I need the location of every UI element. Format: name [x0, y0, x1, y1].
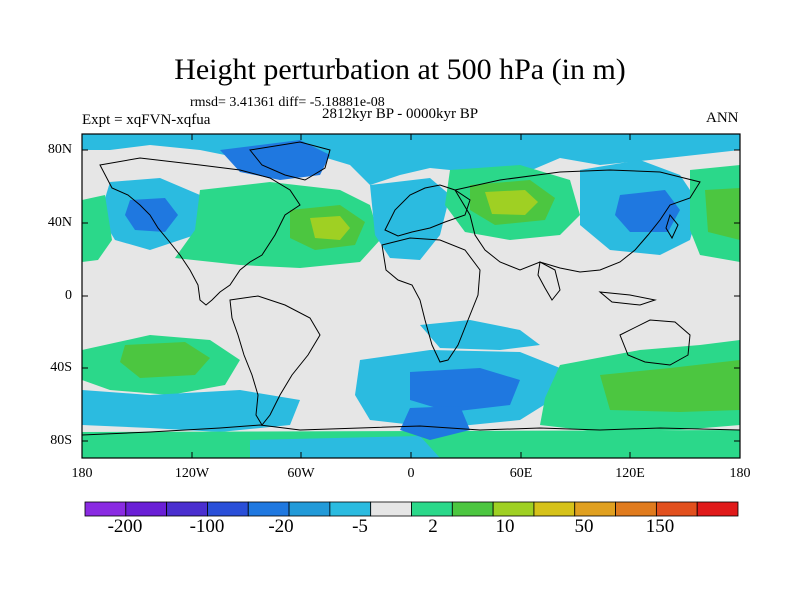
region-north-america-core [125, 198, 178, 232]
colorbar-swatch [655, 501, 698, 517]
colorbar-label: -200 [107, 516, 143, 537]
x-tick-label: 60W [287, 466, 315, 481]
colorbar-swatch [696, 501, 739, 517]
stats-line: rmsd= 3.41361 diff= -5.18881e-08 [190, 95, 385, 110]
colorbar-swatch [370, 501, 412, 517]
colorbar [84, 501, 739, 517]
x-tick-label: 60E [509, 466, 533, 481]
coast-indonesia [598, 291, 657, 306]
colorbar-swatch [411, 501, 453, 517]
contour-field [82, 134, 740, 458]
coast-europe [384, 184, 471, 237]
colorbar-swatch [84, 501, 127, 517]
colorbar-swatch [207, 501, 249, 517]
coast-greenland [249, 141, 331, 181]
region-antarctic-negative [250, 436, 440, 458]
colorbar-swatch [329, 501, 372, 517]
map-title: Height perturbation at 500 hPa (in m) [174, 53, 626, 86]
y-tick-label: 80S [50, 433, 72, 448]
colorbar-swatch [451, 501, 494, 517]
axis-ticks [81, 134, 741, 458]
x-tick-label: 120E [615, 466, 645, 481]
coast-australia [619, 319, 691, 366]
y-tick-label: 0 [65, 288, 72, 303]
region-east-asia-core [615, 190, 680, 232]
colorbar-swatch [125, 501, 168, 517]
region-southern-ocean-mid [600, 360, 740, 412]
experiment-label: Expt = xqFVN-xqfua [82, 112, 211, 128]
colorbar-label: 50 [574, 516, 594, 537]
colorbar-label: -100 [189, 516, 225, 537]
colorbar-label: -5 [352, 516, 368, 537]
coast-japan [665, 213, 679, 240]
x-tick-label: 180 [729, 466, 751, 481]
coast-india [537, 261, 561, 301]
region-north-pacific-positive [82, 195, 112, 262]
coast-asia [454, 169, 701, 273]
colorbar-swatch [533, 501, 576, 517]
region-antarctic-core [400, 406, 470, 440]
colorbar-label: -20 [268, 516, 294, 537]
period-label: 2812kyr BP - 0000kyr BP [322, 106, 479, 122]
y-tick-label: 40S [50, 360, 72, 375]
coast-north-america [99, 157, 301, 306]
region-south-atlantic-core [410, 368, 520, 412]
season-label: ANN [706, 110, 739, 126]
x-tick-label: 120W [174, 466, 210, 481]
region-west-pacific-mid [705, 188, 740, 240]
colorbar-label: 10 [495, 516, 515, 537]
region-south-pacific-negative [82, 390, 300, 432]
colorbar-swatch [166, 501, 208, 517]
y-tick-label: 80N [47, 142, 72, 157]
colorbar-label: 2 [428, 516, 438, 537]
region-indian-ocean-negative [420, 320, 540, 350]
x-tick-label: 180 [71, 466, 93, 481]
region-asia-positive-core [485, 190, 538, 215]
colorbar-label: 150 [645, 516, 675, 537]
y-tick-label: 40N [47, 215, 72, 230]
coast-africa [381, 237, 481, 363]
coast-antarctica [82, 424, 740, 436]
x-tick-label: 0 [407, 466, 415, 481]
region-atlantic-positive-core [310, 216, 350, 240]
coast-south-america [229, 295, 321, 426]
coastlines [82, 141, 740, 436]
colorbar-swatch [288, 501, 331, 517]
region-south-pacific-mid [120, 342, 210, 378]
colorbar-swatch [247, 501, 290, 517]
colorbar-swatch [492, 501, 535, 517]
region-greenland-negative [220, 140, 330, 180]
colorbar-swatch [615, 501, 657, 517]
colorbar-swatch [574, 501, 616, 517]
